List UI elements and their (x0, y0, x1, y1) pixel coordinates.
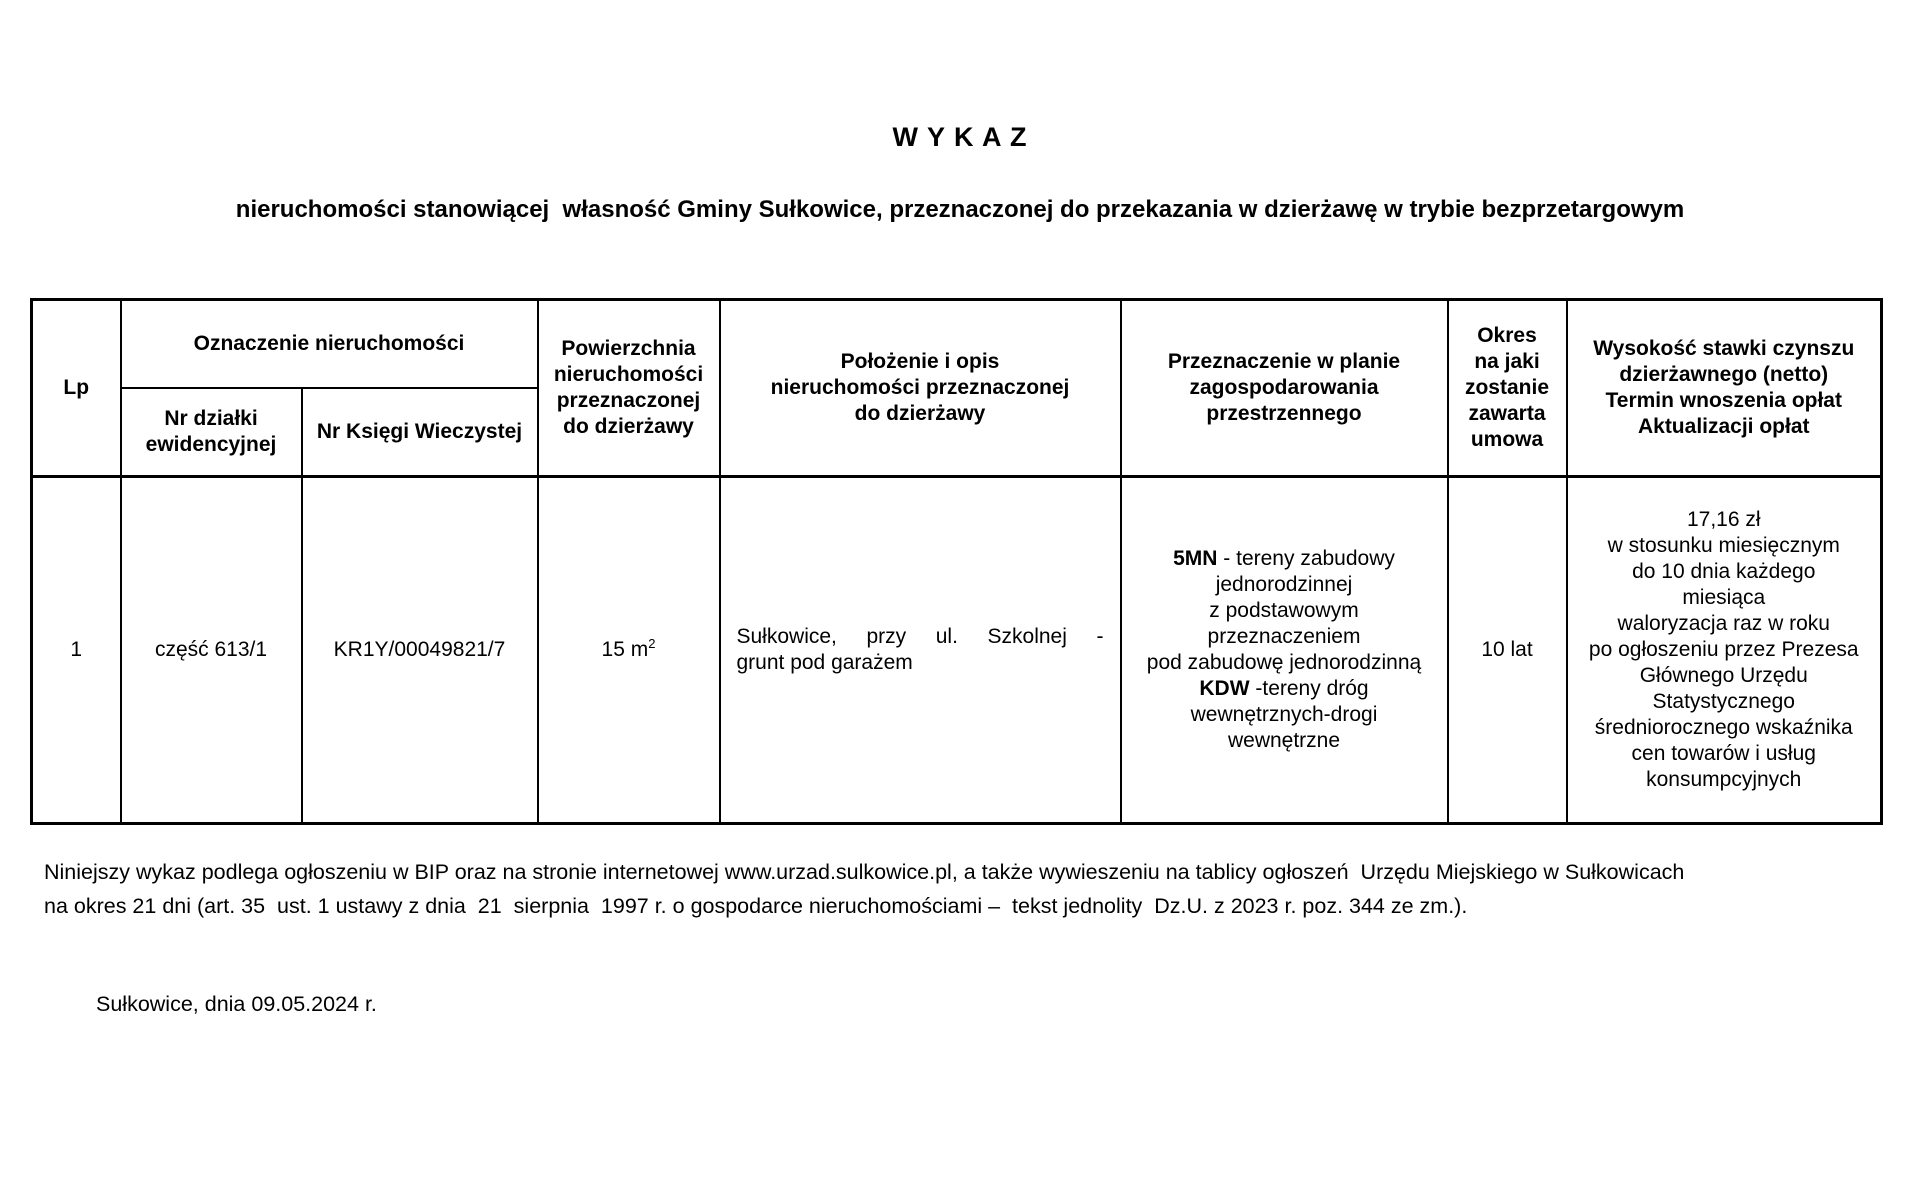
table-row: 1 część 613/1 KR1Y/00049821/7 15 m2 Sułk… (30, 475, 1883, 825)
table-header: Lp Oznaczenie nieruchomości Powierzchnia… (30, 298, 1883, 478)
cell-lp: 1 (30, 475, 122, 825)
table-header-row-2: Nr działki ewidencyjnej Nr Księgi Wieczy… (32, 386, 1882, 478)
area-value: 15 m (601, 638, 649, 661)
header-plot-number: Nr działki ewidencyjnej (119, 386, 303, 478)
date-line: Sułkowice, dnia 09.05.2024 r. (96, 992, 377, 1016)
table-header-row-1: Lp Oznaczenie nieruchomości Powierzchnia… (30, 298, 1883, 478)
property-lease-table: Lp Oznaczenie nieruchomości Powierzchnia… (30, 298, 1883, 825)
header-zoning-plan: Przeznaczenie w planie zagospodarowania … (1119, 298, 1449, 478)
area-superscript: 2 (648, 636, 656, 651)
cell-location-description: Sułkowice, przy ul. Szkolnej - grunt pod… (718, 475, 1122, 825)
page-title: W Y K A Z (892, 122, 1028, 152)
header-area: Powierzchnia nieruchomości przeznaczonej… (536, 298, 721, 478)
location-line-1: Sułkowice, przy ul. Szkolnej - (736, 625, 1104, 648)
cell-land-register-number: KR1Y/00049821/7 (300, 475, 539, 825)
header-lease-period: Okres na jaki zostanie zawarta umowa (1446, 298, 1568, 478)
cell-rent-rate: 17,16 zł w stosunku miesięcznym do 10 dn… (1565, 475, 1883, 825)
zoning-code-5mn: 5MN (1173, 547, 1218, 570)
location-line-2: grunt pod garażem (736, 651, 913, 674)
page-subtitle: nieruchomości stanowiącej własność Gminy… (235, 196, 1685, 223)
zoning-text-5mn: - tereny zabudowy jednorodzinnej z podst… (1146, 547, 1422, 674)
header-location-description: Położenie i opis nieruchomości przeznacz… (718, 298, 1122, 478)
header-property-designation-group: Oznaczenie nieruchomości (119, 298, 539, 389)
cell-zoning-plan: 5MN - tereny zabudowy jednorodzinnej z p… (1119, 475, 1449, 825)
table-body: 1 część 613/1 KR1Y/00049821/7 15 m2 Sułk… (30, 475, 1883, 825)
cell-plot-number: część 613/1 (119, 475, 303, 825)
header-land-register-number: Nr Księgi Wieczystej (300, 386, 539, 478)
footer-note: Niniejszy wykaz podlega ogłoszeniu w BIP… (44, 860, 1685, 918)
header-lp: Lp (30, 298, 122, 478)
header-rent-rate: Wysokość stawki czynszu dzierżawnego (ne… (1565, 298, 1883, 478)
cell-area: 15 m2 (536, 475, 721, 825)
cell-lease-period: 10 lat (1446, 475, 1568, 825)
zoning-text-kdw: -tereny dróg wewnętrznych-drogi wewnętrz… (1190, 677, 1378, 752)
zoning-code-kdw: KDW (1199, 677, 1250, 700)
